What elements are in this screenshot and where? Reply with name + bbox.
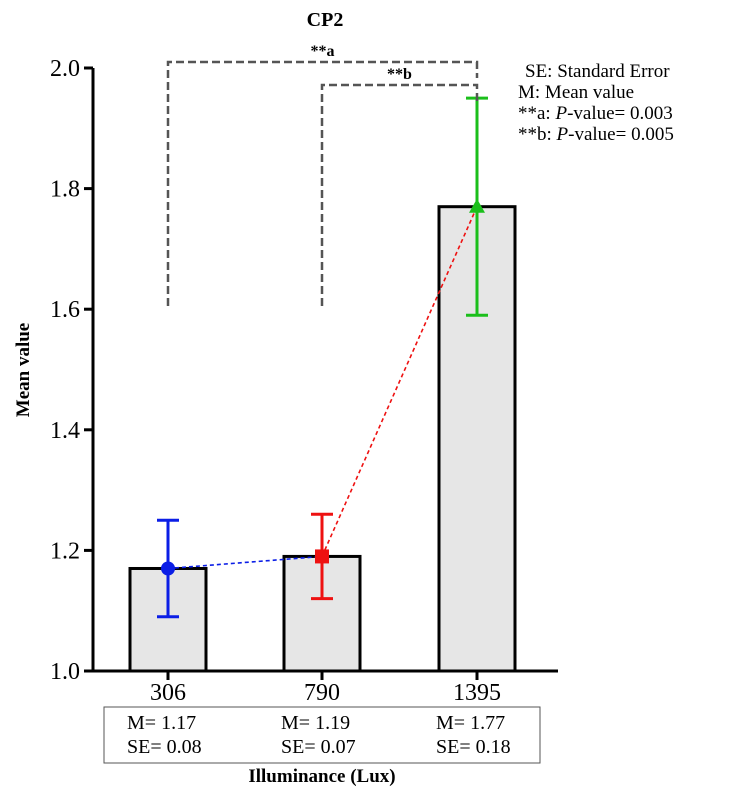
data-point xyxy=(315,549,329,564)
stats-se-label: SE= 0.18 xyxy=(436,736,511,758)
y-tick-label: 1.0 xyxy=(50,659,80,685)
x-tick-label: 1395 xyxy=(453,680,501,706)
y-axis-label: Mean value xyxy=(13,323,34,417)
y-tick-label: 2.0 xyxy=(50,56,80,82)
legend-entry: **b: P-value= 0.005 xyxy=(518,124,674,145)
trend-line-segment xyxy=(321,206,478,557)
trend-line-segment xyxy=(167,555,323,570)
significance-label: **a xyxy=(311,43,335,60)
y-tick-label: 1.6 xyxy=(50,297,80,323)
x-axis-label: Illuminance (Lux) xyxy=(248,766,395,787)
y-tick-label: 1.8 xyxy=(50,177,80,203)
stats-mean-label: M= 1.17 xyxy=(127,712,196,734)
data-point xyxy=(469,198,485,213)
legend-entry: M: Mean value xyxy=(518,82,634,103)
stats-mean-label: M= 1.77 xyxy=(436,712,505,734)
stats-box xyxy=(103,706,541,764)
x-tick-label: 306 xyxy=(150,680,186,706)
y-tick-label: 1.2 xyxy=(50,538,80,564)
significance-bracket xyxy=(166,60,479,306)
stats-mean-label: M= 1.19 xyxy=(281,712,350,734)
legend-entry: SE: Standard Error xyxy=(525,61,670,82)
chart-title: CP2 xyxy=(307,9,344,31)
significance-label: **b xyxy=(387,66,412,83)
significance-bracket xyxy=(320,83,479,306)
stats-se-label: SE= 0.07 xyxy=(281,736,356,758)
data-point xyxy=(161,561,175,576)
y-tick-label: 1.4 xyxy=(50,418,80,444)
legend-entry: **a: P-value= 0.003 xyxy=(518,103,673,124)
stats-se-label: SE= 0.08 xyxy=(127,736,202,758)
x-tick-label: 790 xyxy=(304,680,340,706)
